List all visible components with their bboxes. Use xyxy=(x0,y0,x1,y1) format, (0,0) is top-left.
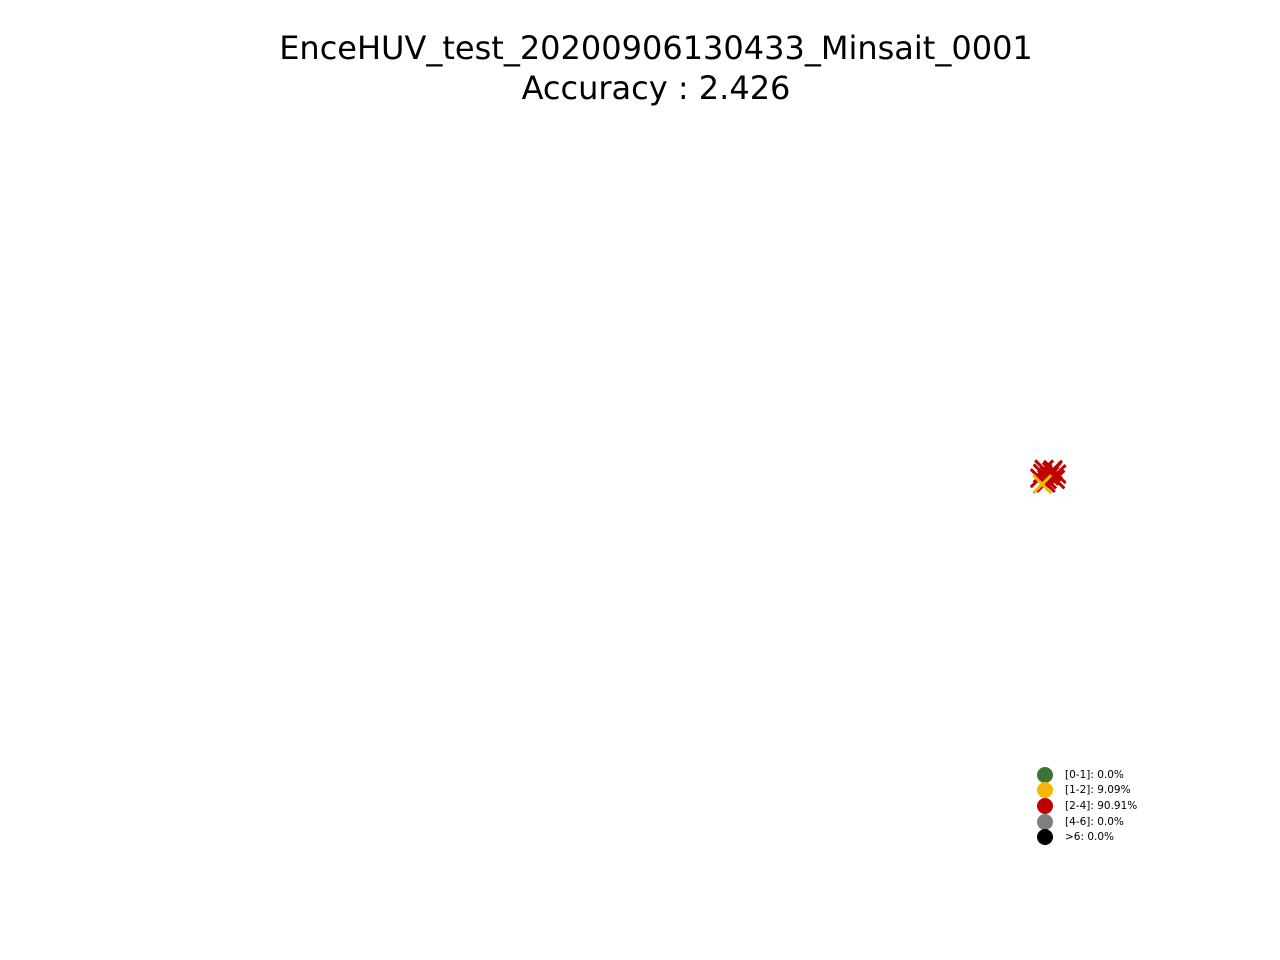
legend-label: >6: 0.0% xyxy=(1065,831,1115,844)
legend-label: [0-1]: 0.0% xyxy=(1065,768,1124,781)
legend-entry-over-6: >6: 0.0% xyxy=(1034,829,1164,846)
legend-dot-icon xyxy=(1037,766,1053,783)
legend-entry-4-6: [4-6]: 0.0% xyxy=(1034,813,1164,830)
legend-dot-icon xyxy=(1037,797,1053,814)
legend-dot-icon xyxy=(1037,782,1053,799)
scatter-point xyxy=(1032,474,1053,495)
legend-entry-0-1: [0-1]: 0.0% xyxy=(1034,766,1164,783)
chart-title-line: EnceHUV_test_20200906130433_Minsait_0001 xyxy=(279,29,1033,67)
legend-label: [4-6]: 0.0% xyxy=(1065,815,1124,828)
chart-subtitle-accuracy: Accuracy : 2.426 xyxy=(521,69,791,107)
legend-entry-1-2: [1-2]: 9.09% xyxy=(1034,782,1164,799)
legend-label: [2-4]: 90.91% xyxy=(1065,799,1138,812)
legend-entry-2-4: [2-4]: 90.91% xyxy=(1034,797,1164,814)
legend: [0-1]: 0.0% [1-2]: 9.09% [2-4]: 90.91% [… xyxy=(1034,766,1164,846)
legend-dot-icon xyxy=(1037,829,1053,846)
chart-title: EnceHUV_test_20200906130433_Minsait_0001… xyxy=(0,28,1280,108)
scatter-point xyxy=(1046,464,1067,485)
legend-label: [1-2]: 9.09% xyxy=(1065,784,1131,797)
legend-dot-icon xyxy=(1037,813,1053,830)
points-layer xyxy=(1029,459,1067,495)
